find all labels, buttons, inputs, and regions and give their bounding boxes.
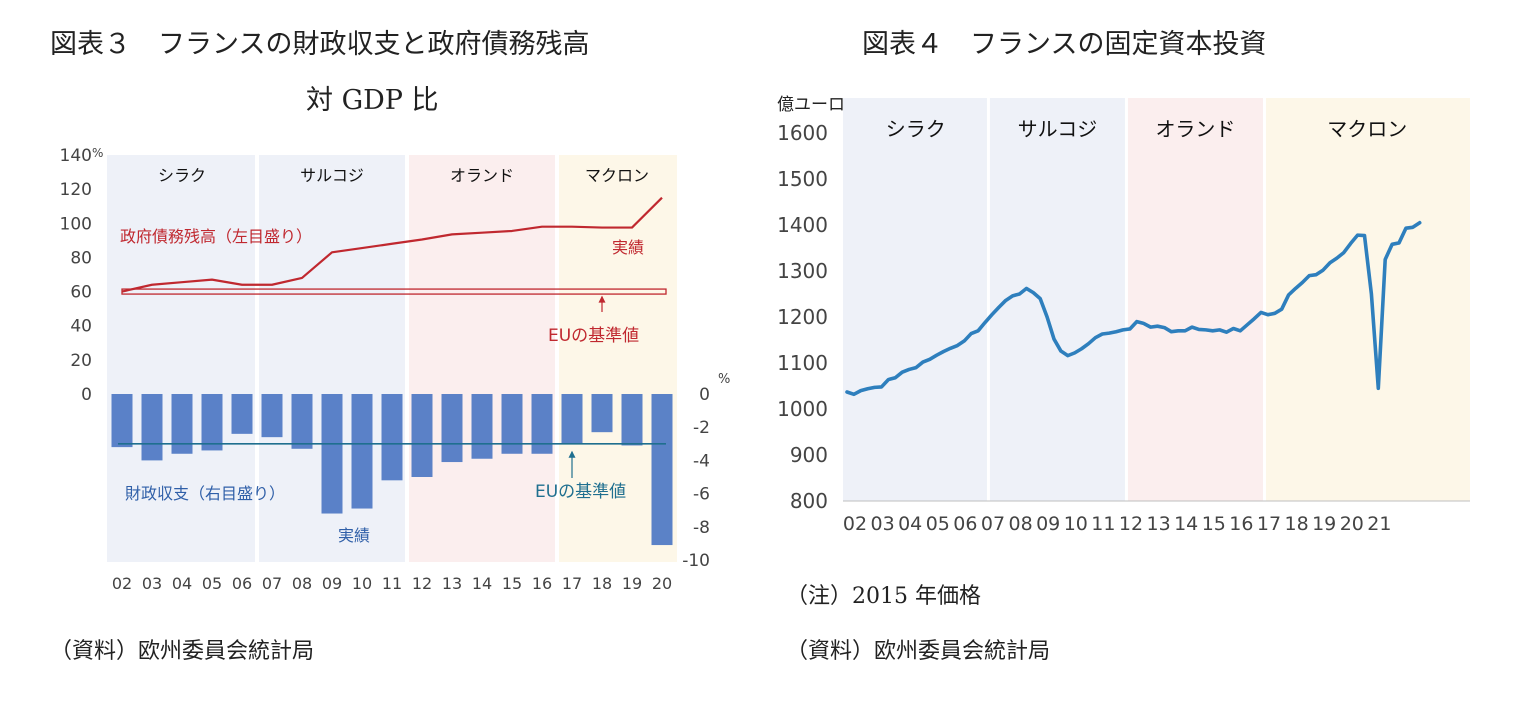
- deficit-bar: [261, 394, 283, 438]
- left-axis-tick-label: 80: [70, 248, 92, 268]
- deficit-bar: [411, 394, 433, 477]
- x-tick-label: 11: [382, 574, 402, 593]
- deficit-bar: [591, 394, 613, 433]
- deficit-bar: [501, 394, 523, 454]
- x-tick-label: 12: [412, 574, 432, 593]
- period-band: [407, 155, 557, 562]
- x-tick-label: 18: [592, 574, 612, 593]
- x-tick-label: 06: [232, 574, 252, 593]
- period-label: マクロン: [585, 166, 649, 185]
- left-axis-tick-label: 120: [60, 180, 92, 200]
- debt-eu-arrowhead: [598, 295, 606, 303]
- right-chart-source: （資料）欧州委員会統計局: [786, 639, 1051, 664]
- right-chart-title: 図表４ フランスの固定資本投資: [862, 29, 1267, 60]
- debt-series-label: 政府債務残高（左目盛り）: [120, 227, 312, 246]
- right-axis-tick-label: -6: [693, 485, 710, 505]
- period-band: [107, 155, 257, 562]
- deficit-eu-arrowhead: [568, 450, 576, 458]
- left-axis-unit: %: [92, 146, 103, 160]
- left-axis-tick-label: 20: [70, 351, 92, 371]
- deficit-bar: [291, 394, 313, 449]
- deficit-bar: [111, 394, 133, 448]
- left-chart-source: （資料）欧州委員会統計局: [50, 639, 315, 664]
- right-axis-tick-label: 0: [699, 385, 710, 405]
- x-tick-label: 15: [502, 574, 522, 593]
- left-chart-title-line1: 図表３ フランスの財政収支と政府債務残高: [50, 29, 590, 60]
- left-axis-tick-label: 60: [70, 283, 92, 303]
- debt-line: [121, 196, 663, 293]
- x-tick-label: 03: [142, 574, 162, 593]
- period-label: オランド: [450, 166, 514, 185]
- x-tick-label: 20: [652, 574, 672, 593]
- deficit-bar: [441, 394, 463, 463]
- period-label: シラク: [158, 166, 206, 185]
- deficit-eu-label: EUの基準値: [535, 482, 626, 502]
- x-tick-label: 10: [352, 574, 372, 593]
- left-axis-tick-label: 40: [70, 317, 92, 337]
- x-tick-label: 09: [322, 574, 342, 593]
- x-tick-label: 13: [442, 574, 462, 593]
- deficit-bar: [381, 394, 403, 481]
- x-tick-label: 07: [262, 574, 282, 593]
- deficit-bar: [621, 394, 643, 446]
- right-chart-note: （注）2015 年価格: [786, 584, 981, 609]
- left-axis-tick-label: 140: [60, 146, 92, 166]
- period-label: サルコジ: [300, 166, 364, 185]
- debt-eu-label: EUの基準値: [548, 326, 639, 346]
- deficit-bar: [171, 394, 193, 454]
- deficit-bar: [561, 394, 583, 444]
- deficit-actual-annotation: 実績: [338, 526, 370, 545]
- debt-actual-annotation: 実績: [612, 238, 644, 257]
- deficit-bar: [321, 394, 343, 514]
- left-chart-title-line2: 対 GDP 比: [306, 85, 439, 116]
- right-axis-tick-label: -10: [682, 551, 710, 571]
- deficit-bar: [231, 394, 253, 434]
- deficit-bar: [201, 394, 223, 451]
- x-tick-label: 17: [562, 574, 582, 593]
- x-tick-label: 02: [112, 574, 132, 593]
- x-tick-label: 14: [472, 574, 492, 593]
- x-tick-label: 16: [532, 574, 552, 593]
- left-axis-tick-label: 100: [60, 214, 92, 234]
- right-axis-tick-label: -4: [693, 451, 710, 471]
- right-axis-tick-label: -2: [693, 418, 710, 438]
- deficit-bar: [351, 394, 373, 509]
- deficit-series-label: 財政収支（右目盛り）: [125, 484, 285, 503]
- right-axis-tick-label: -8: [693, 518, 710, 538]
- right-axis-unit: %: [718, 372, 730, 387]
- deficit-bar: [651, 394, 673, 546]
- x-tick-label: 19: [622, 574, 642, 593]
- deficit-bar: [471, 394, 493, 459]
- x-tick-label: 05: [202, 574, 222, 593]
- deficit-bar: [531, 394, 553, 454]
- x-tick-label: 08: [292, 574, 312, 593]
- x-tick-label: 04: [172, 574, 192, 593]
- left-axis-tick-label: 0: [81, 385, 92, 405]
- deficit-bar: [141, 394, 163, 461]
